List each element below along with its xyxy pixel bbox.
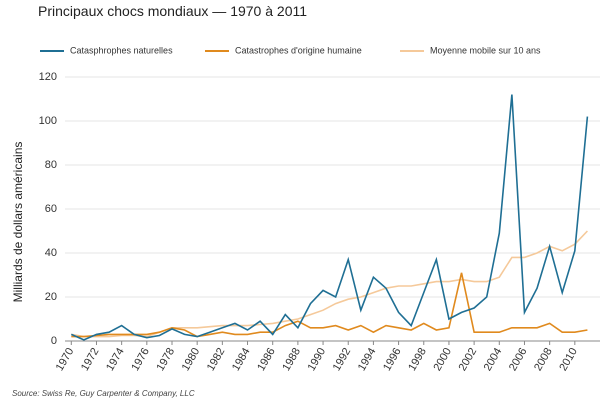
x-tick-label: 2006 [507, 346, 530, 373]
x-tick-label: 1970 [54, 346, 77, 373]
legend-label: Catasphrophes naturelles [70, 45, 173, 55]
legend-label: Moyenne mobile sur 10 ans [430, 45, 541, 55]
x-tick-label: 2008 [532, 346, 555, 373]
series-line [71, 230, 588, 338]
x-tick-label: 2002 [457, 346, 480, 373]
series-line [71, 272, 588, 338]
x-tick-label: 1990 [306, 346, 329, 373]
chart-title: Principaux chocs mondiaux — 1970 à 2011 [38, 3, 307, 19]
y-tick-label: 0 [51, 335, 57, 347]
y-tick-label: 60 [45, 203, 57, 215]
y-axis-label: Milliards de dollars américains [11, 142, 25, 303]
x-tick-label: 2010 [557, 346, 580, 373]
x-tick-label: 1994 [356, 346, 379, 373]
x-tick-label: 1988 [280, 346, 303, 373]
x-tick-label: 1982 [205, 346, 228, 373]
x-tick-label: 1972 [79, 346, 102, 373]
x-tick-label: 1976 [129, 346, 152, 373]
y-tick-label: 100 [39, 115, 57, 127]
y-tick-label: 120 [39, 71, 57, 83]
x-tick-label: 1986 [255, 346, 278, 373]
x-tick-label: 1992 [331, 346, 354, 373]
y-tick-label: 40 [45, 247, 57, 259]
source: Source: Swiss Re, Guy Carpenter & Compan… [12, 389, 195, 398]
x-tick-label: 1978 [154, 346, 177, 373]
x-tick-label: 2000 [431, 346, 454, 373]
x-tick-label: 1996 [381, 346, 404, 373]
series-line [70, 94, 589, 341]
x-tick-label: 1980 [180, 346, 203, 373]
x-tick-label: 2004 [482, 346, 505, 373]
y-tick-label: 80 [45, 159, 57, 171]
x-tick-label: 1974 [104, 346, 127, 373]
legend-label: Catastrophes d'origine humaine [235, 45, 362, 55]
x-tick-label: 1984 [230, 346, 253, 373]
x-tick-label: 1998 [406, 346, 429, 373]
y-tick-label: 20 [45, 291, 57, 303]
